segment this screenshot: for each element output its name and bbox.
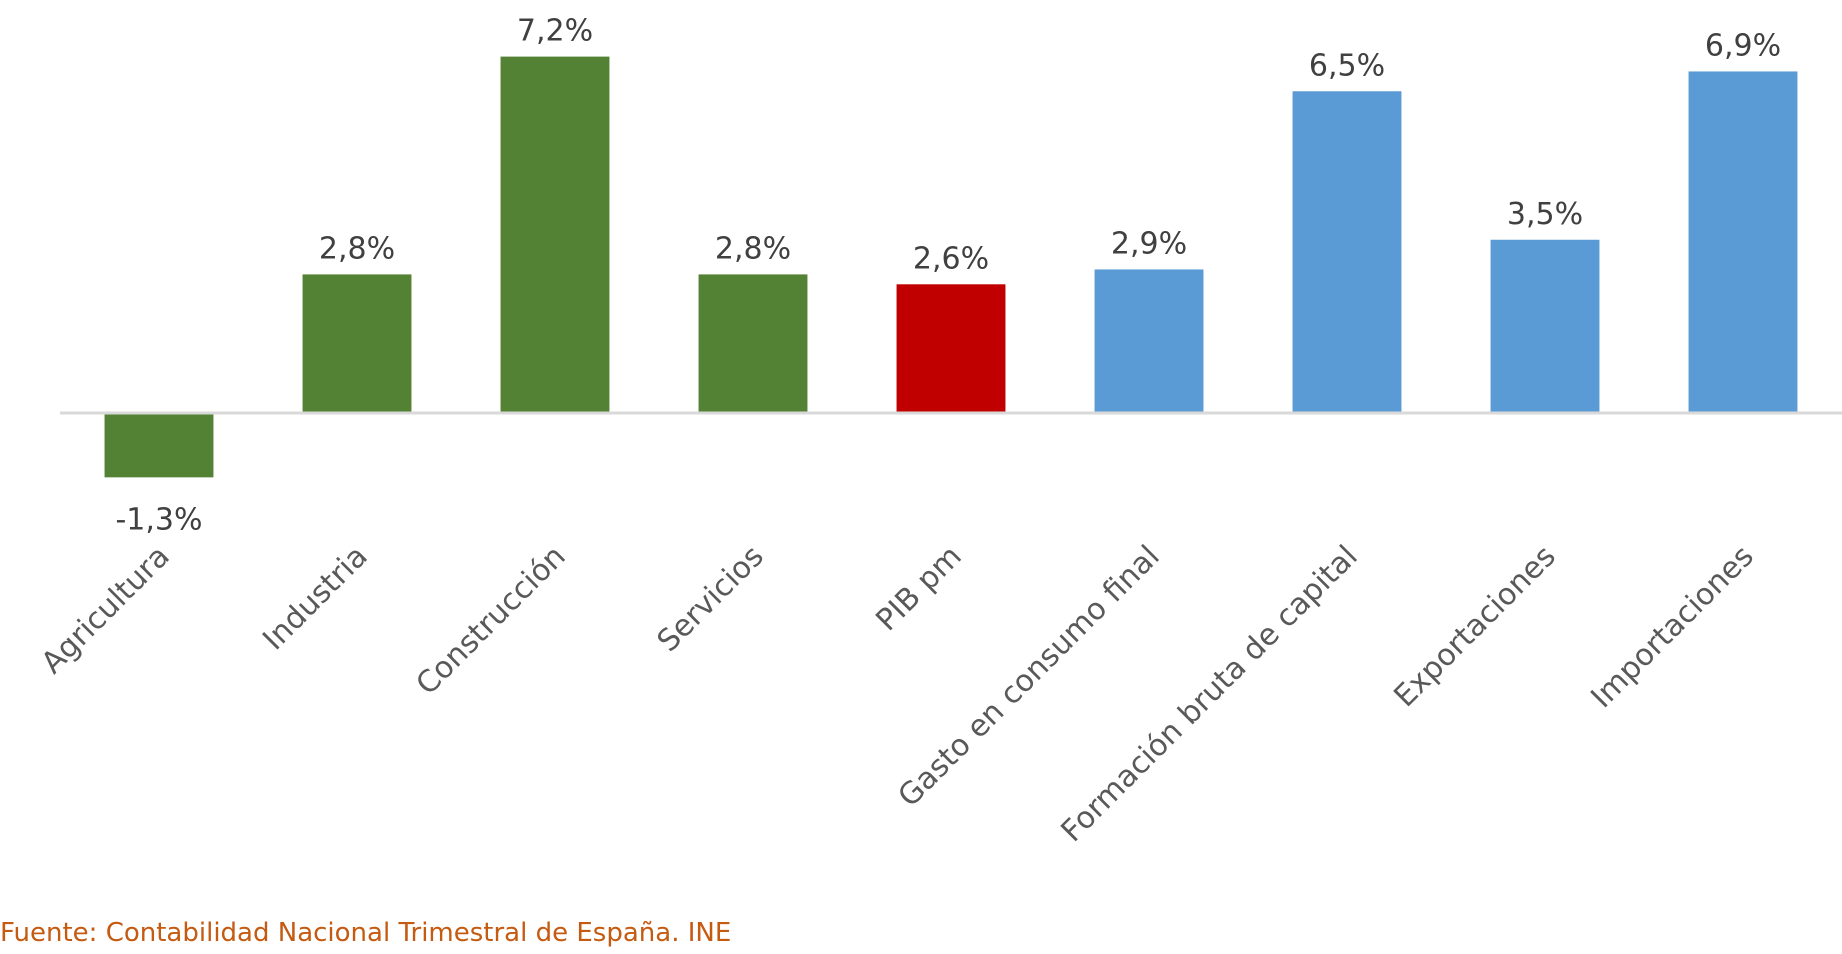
category-label-8: Importaciones — [1584, 539, 1760, 715]
value-label-6: 6,5% — [1309, 48, 1385, 83]
category-label-4: PIB pm — [869, 539, 968, 638]
bar-8 — [1688, 71, 1798, 413]
bar-0 — [104, 413, 214, 478]
value-label-5: 2,9% — [1111, 226, 1187, 261]
value-label-8: 6,9% — [1705, 28, 1781, 63]
bar-5 — [1094, 269, 1204, 413]
source-note: Fuente: Contabilidad Nacional Trimestral… — [0, 918, 732, 948]
category-labels-group: Agricultura Industria Construcción Servicio… — [35, 539, 1761, 849]
value-label-1: 2,8% — [319, 231, 395, 266]
bars-group — [104, 56, 1798, 478]
value-label-2: 7,2% — [517, 14, 593, 49]
bar-7 — [1490, 239, 1600, 413]
category-label-2: Construcción — [409, 539, 572, 702]
category-label-1: Industria — [256, 539, 374, 657]
category-label-0: Agricultura — [35, 539, 177, 681]
bar-4 — [896, 284, 1006, 413]
bar-2 — [500, 56, 610, 413]
value-label-4: 2,6% — [913, 241, 989, 276]
category-label-3: Servicios — [651, 539, 771, 659]
bar-1 — [302, 274, 412, 413]
bar-6 — [1292, 91, 1402, 413]
bar-3 — [698, 274, 808, 413]
category-label-7: Exportaciones — [1387, 539, 1562, 714]
value-labels-group: -1,3% 2,8% 7,2% 2,8% 2,6% 2,9% 6,5% 3,5% 6,9% — [115, 14, 1781, 538]
value-label-0: -1,3% — [115, 502, 202, 537]
value-label-3: 2,8% — [715, 231, 791, 266]
value-label-7: 3,5% — [1507, 197, 1583, 232]
